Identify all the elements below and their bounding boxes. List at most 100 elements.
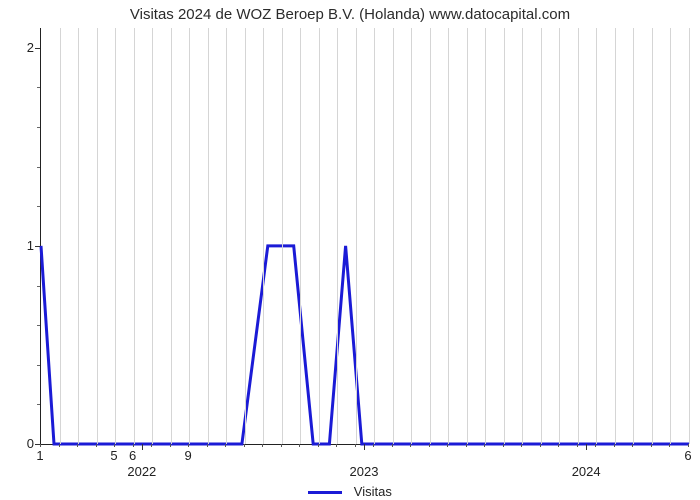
x-month-label: 6: [129, 448, 136, 463]
x-minor-tick: [669, 444, 670, 447]
x-minor-tick: [262, 444, 263, 447]
y-minor-tick: [37, 286, 40, 287]
x-minor-tick: [299, 444, 300, 447]
x-year-label: 2024: [572, 464, 601, 479]
x-minor-tick: [484, 444, 485, 447]
month-gridline: [467, 28, 468, 444]
month-gridline: [448, 28, 449, 444]
x-minor-tick: [503, 444, 504, 447]
x-minor-tick: [355, 444, 356, 447]
month-gridline: [208, 28, 209, 444]
x-year-label: 2023: [350, 464, 379, 479]
y-minor-tick: [37, 127, 40, 128]
legend-label: Visitas: [354, 484, 392, 499]
y-minor-tick: [37, 87, 40, 88]
month-gridline: [670, 28, 671, 444]
y-tick-label: 1: [10, 238, 34, 253]
x-major-tick: [586, 444, 587, 450]
x-minor-tick: [170, 444, 171, 447]
x-minor-tick: [133, 444, 134, 447]
month-gridline: [171, 28, 172, 444]
month-gridline: [615, 28, 616, 444]
legend-swatch: [308, 491, 342, 494]
legend: Visitas: [0, 484, 700, 499]
x-minor-tick: [318, 444, 319, 447]
x-major-tick: [364, 444, 365, 450]
y-minor-tick: [37, 404, 40, 405]
month-gridline: [578, 28, 579, 444]
y-minor-tick: [37, 206, 40, 207]
month-gridline: [374, 28, 375, 444]
x-year-label: 2022: [127, 464, 156, 479]
x-month-label: 9: [184, 448, 191, 463]
month-gridline: [152, 28, 153, 444]
month-gridline: [559, 28, 560, 444]
y-minor-tick: [37, 167, 40, 168]
y-tick: [35, 246, 40, 247]
x-minor-tick: [632, 444, 633, 447]
x-minor-tick: [558, 444, 559, 447]
x-major-tick: [142, 444, 143, 450]
x-minor-tick: [577, 444, 578, 447]
x-minor-tick: [151, 444, 152, 447]
month-gridline: [522, 28, 523, 444]
x-minor-tick: [392, 444, 393, 447]
month-gridline: [319, 28, 320, 444]
x-minor-tick: [595, 444, 596, 447]
year-gridline: [485, 28, 486, 444]
x-month-label: 5: [110, 448, 117, 463]
month-gridline: [115, 28, 116, 444]
x-minor-tick: [207, 444, 208, 447]
month-gridline: [689, 28, 690, 444]
x-minor-tick: [466, 444, 467, 447]
year-gridline: [263, 28, 264, 444]
month-gridline: [189, 28, 190, 444]
x-minor-tick: [688, 444, 689, 447]
month-gridline: [596, 28, 597, 444]
month-gridline: [134, 28, 135, 444]
month-gridline: [541, 28, 542, 444]
month-gridline: [652, 28, 653, 444]
x-minor-tick: [410, 444, 411, 447]
x-minor-tick: [429, 444, 430, 447]
month-gridline: [226, 28, 227, 444]
x-minor-tick: [447, 444, 448, 447]
x-minor-tick: [188, 444, 189, 447]
x-minor-tick: [336, 444, 337, 447]
month-gridline: [393, 28, 394, 444]
x-minor-tick: [96, 444, 97, 447]
x-minor-tick: [59, 444, 60, 447]
x-minor-tick: [373, 444, 374, 447]
x-month-label: 6: [684, 448, 691, 463]
y-tick-label: 0: [10, 436, 34, 451]
y-tick-label: 2: [10, 40, 34, 55]
x-minor-tick: [521, 444, 522, 447]
plot-area: [40, 28, 689, 445]
month-gridline: [430, 28, 431, 444]
x-minor-tick: [614, 444, 615, 447]
x-minor-tick: [244, 444, 245, 447]
x-minor-tick: [540, 444, 541, 447]
month-gridline: [60, 28, 61, 444]
x-minor-tick: [77, 444, 78, 447]
month-gridline: [633, 28, 634, 444]
month-gridline: [245, 28, 246, 444]
y-minor-tick: [37, 365, 40, 366]
x-minor-tick: [225, 444, 226, 447]
chart-title: Visitas 2024 de WOZ Beroep B.V. (Holanda…: [0, 6, 700, 23]
x-minor-tick: [651, 444, 652, 447]
x-minor-tick: [281, 444, 282, 447]
month-gridline: [337, 28, 338, 444]
x-minor-tick: [114, 444, 115, 447]
visitas-line: [41, 246, 689, 444]
month-gridline: [78, 28, 79, 444]
month-gridline: [356, 28, 357, 444]
chart-container: Visitas 2024 de WOZ Beroep B.V. (Holanda…: [0, 0, 700, 500]
month-gridline: [411, 28, 412, 444]
y-tick: [35, 48, 40, 49]
x-minor-tick: [40, 444, 41, 447]
month-gridline: [504, 28, 505, 444]
y-minor-tick: [37, 325, 40, 326]
month-gridline: [97, 28, 98, 444]
x-month-label: 1: [36, 448, 43, 463]
